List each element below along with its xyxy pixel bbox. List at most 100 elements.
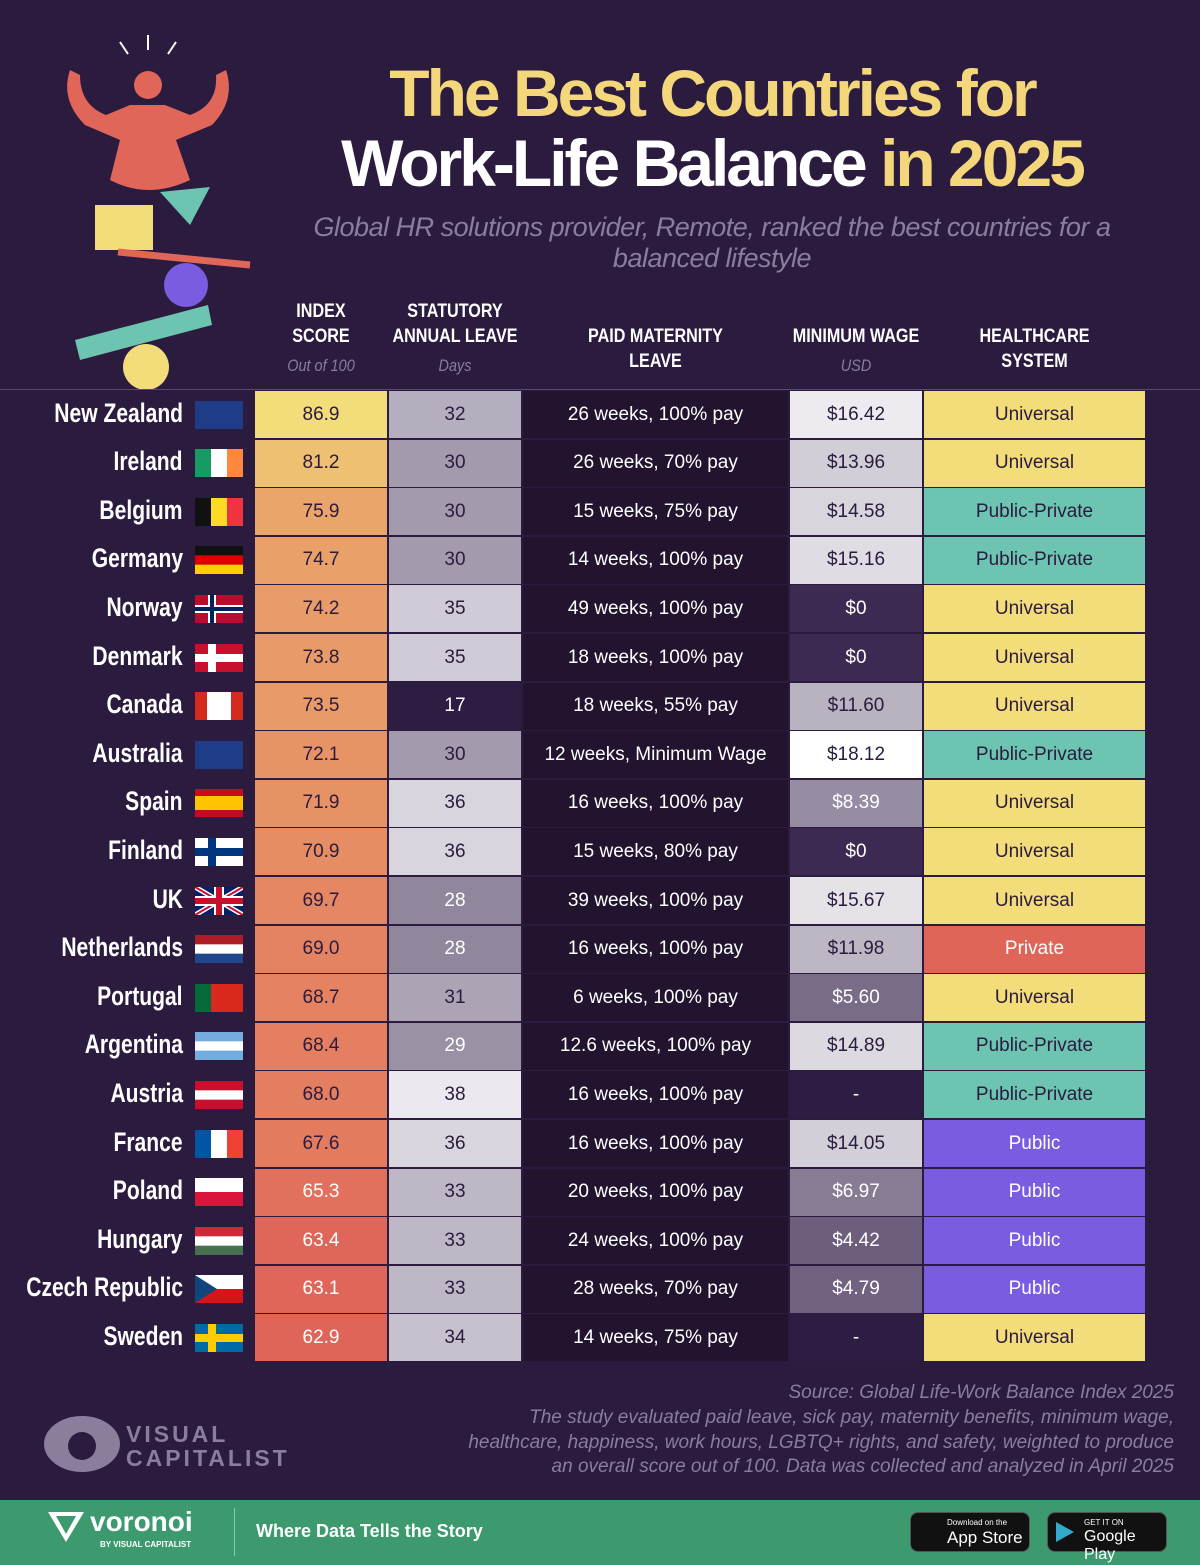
table-cell: Universal — [924, 779, 1145, 827]
button-small: Download on the — [947, 1518, 1008, 1527]
column-header: MINIMUM WAGE — [792, 326, 920, 347]
country-name: Czech Republic — [26, 1272, 183, 1303]
country-name: Denmark — [92, 640, 183, 671]
voronoi-sub: BY VISUAL CAPITALIST — [100, 1540, 192, 1549]
title-highlight: in 2025 — [880, 126, 1086, 200]
table-cell: 86.9 — [255, 391, 387, 438]
table-cell: Universal — [924, 974, 1145, 1022]
table-cell: 17 — [389, 682, 521, 730]
flag — [195, 837, 243, 866]
country-name: Canada — [106, 689, 183, 720]
table-cell: 65.3 — [255, 1168, 387, 1216]
flag — [195, 935, 243, 964]
table-cell: 28 — [389, 925, 521, 973]
flag — [195, 1323, 243, 1352]
separator — [234, 1508, 235, 1556]
table-cell: 30 — [389, 488, 521, 536]
table-cell: 15 weeks, 80% pay — [523, 828, 788, 876]
flag — [195, 594, 243, 623]
table-cell: 14 weeks, 75% pay — [523, 1314, 788, 1362]
table-cell: 74.7 — [255, 536, 387, 584]
note-line: The study evaluated paid leave, sick pay… — [529, 1407, 1174, 1428]
flag — [195, 1129, 243, 1158]
table-cell: $8.39 — [790, 779, 922, 827]
table-cell: $6.97 — [790, 1168, 922, 1216]
play-icon — [1056, 1522, 1074, 1542]
country-name: Austria — [110, 1077, 183, 1108]
table-cell: 34 — [389, 1314, 521, 1362]
table-cell: 26 weeks, 70% pay — [523, 439, 788, 487]
flag — [195, 1080, 243, 1109]
table-cell: 18 weeks, 100% pay — [523, 634, 788, 681]
country-name: Australia — [92, 737, 183, 768]
table-cell: $13.96 — [790, 439, 922, 487]
table-cell: $14.58 — [790, 488, 922, 536]
table-cell: 26 weeks, 100% pay — [523, 391, 788, 438]
google-play-button[interactable]: GET IT ON Google Play — [1047, 1512, 1167, 1563]
brand-line: CAPITALIST — [126, 1445, 290, 1471]
button-big: Google Play — [1084, 1528, 1136, 1563]
table-cell: $11.60 — [790, 682, 922, 730]
table-cell: 68.7 — [255, 974, 387, 1022]
flag — [195, 740, 243, 769]
table-cell: 63.4 — [255, 1217, 387, 1265]
banner: voronoi BY VISUAL CAPITALIST Where Data … — [0, 1500, 1200, 1565]
table-cell: 6 weeks, 100% pay — [523, 974, 788, 1022]
table-cell: 35 — [389, 585, 521, 633]
table-cell: 73.5 — [255, 682, 387, 730]
table-cell: 16 weeks, 100% pay — [523, 779, 788, 827]
country-name: Norway — [106, 591, 183, 622]
table-cell: Public-Private — [924, 1022, 1145, 1070]
table-cell: 68.0 — [255, 1071, 387, 1119]
table-cell: 12 weeks, Minimum Wage — [523, 731, 788, 779]
table-cell: 33 — [389, 1168, 521, 1216]
button-big: App Store — [947, 1528, 1023, 1547]
column-header: SYSTEM — [1001, 351, 1068, 372]
table-cell: 39 weeks, 100% pay — [523, 877, 788, 924]
vc-logo — [44, 1416, 120, 1472]
divider — [0, 389, 1200, 390]
table-cell: Private — [924, 925, 1145, 973]
table-cell: Universal — [924, 877, 1145, 924]
table-cell: $4.79 — [790, 1265, 922, 1313]
country-name: Netherlands — [61, 932, 183, 963]
table-cell: 69.7 — [255, 877, 387, 924]
brand: VISUAL CAPITALIST — [126, 1422, 290, 1470]
table-cell: 20 weeks, 100% pay — [523, 1168, 788, 1216]
table-cell: 36 — [389, 828, 521, 876]
table-cell: Universal — [924, 1314, 1145, 1362]
table-cell: 31 — [389, 974, 521, 1022]
app-store-button[interactable]: Download on the App Store — [910, 1512, 1030, 1552]
title-line: Work-Life Balance in 2025 — [280, 128, 1144, 198]
table-cell: 71.9 — [255, 779, 387, 827]
brand-line: VISUAL — [126, 1421, 229, 1447]
table-cell: 69.0 — [255, 925, 387, 973]
table-cell: $0 — [790, 585, 922, 633]
table-cell: $14.89 — [790, 1022, 922, 1070]
table-cell: Universal — [924, 439, 1145, 487]
country-name: Finland — [108, 834, 183, 865]
table-cell: 67.6 — [255, 1120, 387, 1167]
table-cell: 16 weeks, 100% pay — [523, 925, 788, 973]
country-name: Argentina — [84, 1029, 183, 1060]
table-cell: $18.12 — [790, 731, 922, 779]
flag — [195, 1275, 243, 1304]
table-cell: $15.67 — [790, 877, 922, 924]
table-cell: 30 — [389, 731, 521, 779]
table-cell: $14.05 — [790, 1120, 922, 1167]
table-cell: 63.1 — [255, 1265, 387, 1313]
table-cell: $0 — [790, 634, 922, 681]
table-cell: 36 — [389, 779, 521, 827]
table-cell: Public — [924, 1265, 1145, 1313]
table-cell: 72.1 — [255, 731, 387, 779]
table-cell: $11.98 — [790, 925, 922, 973]
table-cell: 12.6 weeks, 100% pay — [523, 1022, 788, 1070]
table-cell: 33 — [389, 1217, 521, 1265]
flag — [195, 643, 243, 672]
table-cell: Universal — [924, 828, 1145, 876]
flag — [195, 692, 243, 721]
title-text: Work-Life Balance — [341, 126, 868, 200]
button-small: GET IT ON — [1084, 1518, 1124, 1527]
table-cell: 81.2 — [255, 439, 387, 487]
